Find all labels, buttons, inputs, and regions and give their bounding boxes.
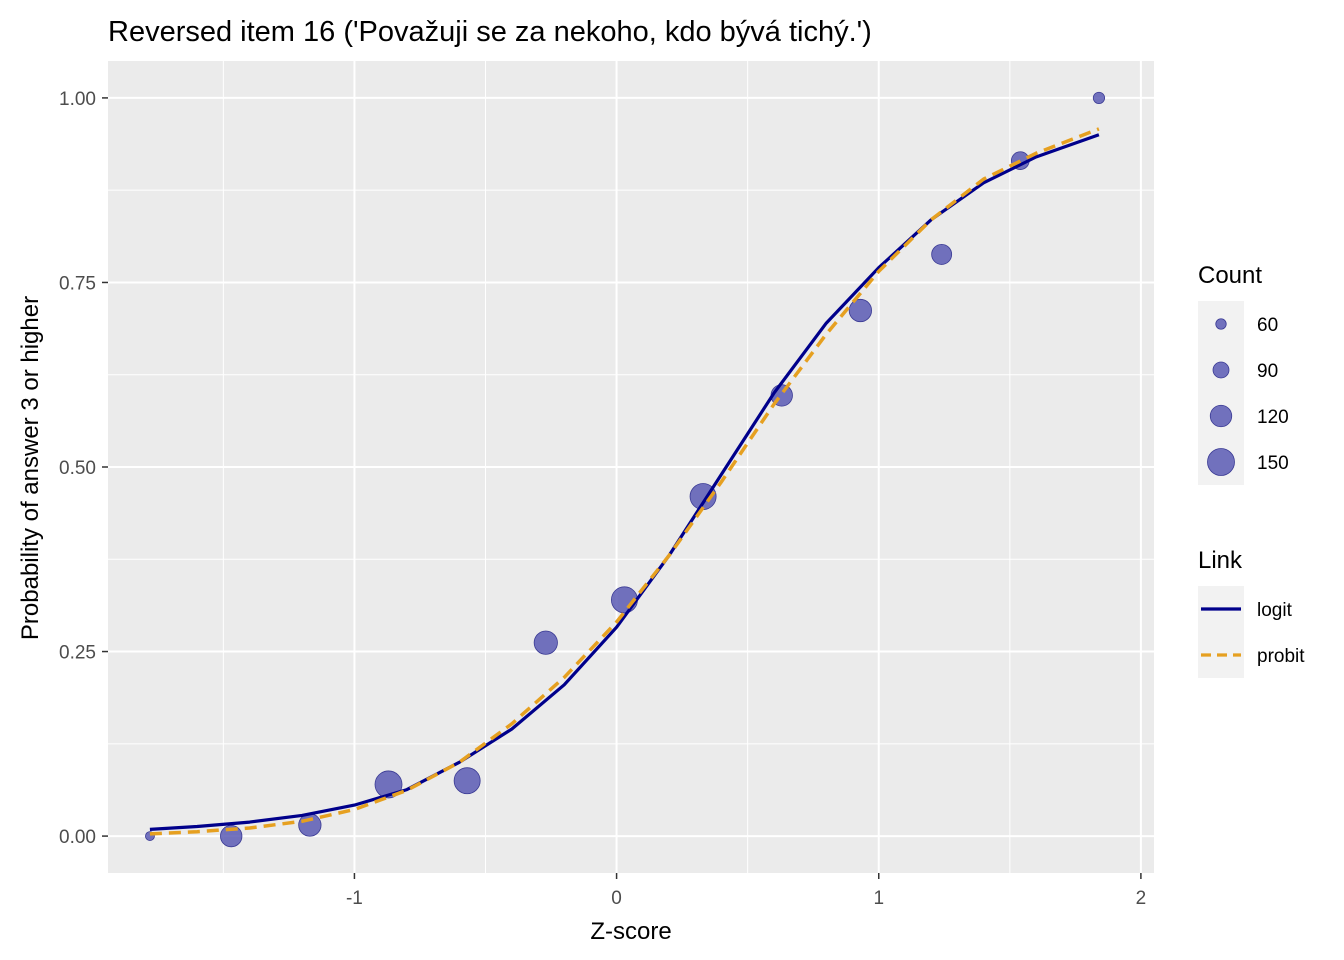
x-tick-label: -1 xyxy=(346,888,363,909)
x-tick-label: 1 xyxy=(873,888,884,909)
legend: Count 60 90 120 150 Link logit probit xyxy=(1198,262,1305,678)
legend-link-title: Link xyxy=(1198,547,1243,574)
legend-count-title: Count xyxy=(1198,262,1262,289)
x-tick-label: 0 xyxy=(611,888,622,909)
legend-count-symbol xyxy=(1207,448,1235,476)
y-tick-label: 0.25 xyxy=(59,643,96,664)
legend-count-symbol xyxy=(1212,361,1230,379)
x-tick-label: 2 xyxy=(1136,888,1147,909)
x-axis-title: Z-score xyxy=(590,918,671,945)
data-point xyxy=(453,767,481,795)
legend-count-symbol xyxy=(1209,404,1233,428)
data-point xyxy=(220,824,243,848)
chart-title: Reversed item 16 ('Považuji se za nekoho… xyxy=(108,16,872,48)
legend-count-label: 90 xyxy=(1257,361,1278,382)
data-point xyxy=(298,813,322,837)
y-axis-title: Probability of answer 3 or higher xyxy=(17,296,44,640)
data-point xyxy=(374,770,403,799)
x-axis: -1 0 1 2 xyxy=(346,873,1146,909)
data-point xyxy=(931,243,953,265)
y-tick-label: 0.00 xyxy=(59,827,96,848)
series-line-logit xyxy=(149,133,1100,831)
legend-count-label: 60 xyxy=(1257,315,1278,336)
y-axis: 0.00 0.25 0.50 0.75 1.00 xyxy=(59,89,108,848)
data-point xyxy=(533,630,558,655)
fitted-curves xyxy=(149,127,1100,836)
legend-count-symbol xyxy=(1215,318,1227,330)
legend-link-label: logit xyxy=(1257,600,1293,621)
legend-count-label: 150 xyxy=(1257,453,1289,474)
legend-link-label: probit xyxy=(1257,646,1305,667)
y-tick-label: 0.75 xyxy=(59,273,96,294)
data-point xyxy=(1092,91,1106,105)
series-line-probit xyxy=(149,127,1100,836)
y-tick-label: 0.50 xyxy=(59,458,96,479)
data-point xyxy=(848,298,872,323)
data-points xyxy=(145,91,1106,848)
y-tick-label: 1.00 xyxy=(59,89,96,110)
plot-panel xyxy=(108,61,1154,873)
legend-count-label: 120 xyxy=(1257,407,1289,428)
